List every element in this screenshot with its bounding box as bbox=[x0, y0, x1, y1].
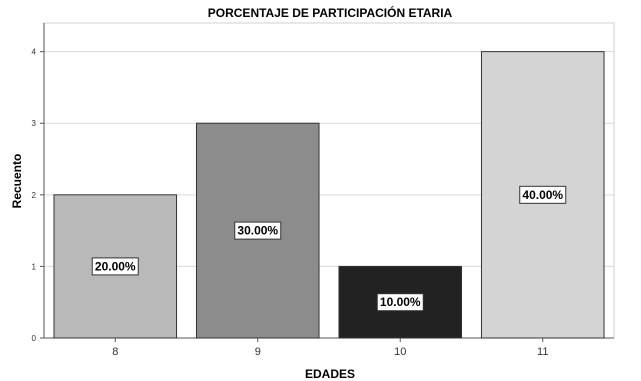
data-label: 40.00% bbox=[522, 188, 563, 202]
y-tick-label: 0 bbox=[32, 334, 37, 343]
y-tick-label: 2 bbox=[32, 191, 37, 200]
x-tick-label: 10 bbox=[394, 346, 406, 358]
data-label-box bbox=[376, 293, 424, 312]
y-tick-label: 1 bbox=[32, 262, 37, 271]
data-label-box bbox=[519, 185, 567, 204]
y-tick-label: 3 bbox=[32, 119, 37, 128]
chart-title: PORCENTAJE DE PARTICIPACIÓN ETARIA bbox=[208, 5, 453, 20]
x-tick-label: 9 bbox=[255, 346, 261, 358]
data-label-box bbox=[234, 221, 282, 240]
bar-9 bbox=[195, 122, 320, 339]
data-label: 10.00% bbox=[380, 295, 421, 309]
data-label: 20.00% bbox=[95, 259, 136, 273]
x-axis-title: EDADES bbox=[305, 367, 355, 381]
x-tick-label: 8 bbox=[112, 346, 118, 358]
plot-area: 0 1 2 3 4 8 20.00% 9 30.00% 10 10.00% 11 40.00% bbox=[32, 22, 615, 358]
x-tick-label: 11 bbox=[537, 346, 548, 358]
data-label: 30.00% bbox=[237, 224, 278, 238]
data-label-box bbox=[91, 257, 139, 276]
y-axis-title: Recuento bbox=[10, 154, 24, 209]
y-tick-label: 4 bbox=[32, 48, 37, 57]
